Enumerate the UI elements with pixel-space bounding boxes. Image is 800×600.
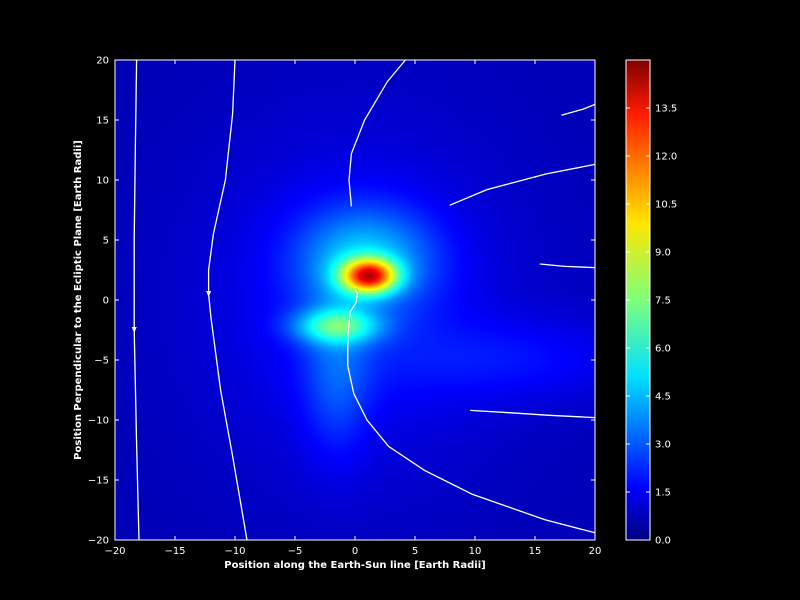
- field-line: [449, 163, 595, 206]
- y-tick-label: −5: [94, 356, 109, 367]
- colorbar-tick-label: 0.0: [655, 536, 671, 547]
- x-tick-label: −10: [224, 546, 245, 557]
- colorbar-tick-label: 1.5: [655, 488, 671, 499]
- x-tick-label: 5: [412, 546, 418, 557]
- y-axis-label: Position Perpendicular to the Ecliptic P…: [73, 140, 84, 460]
- x-tick-label: −5: [288, 546, 303, 557]
- x-tick-label: 20: [589, 546, 602, 557]
- field-line: [207, 60, 248, 540]
- x-tick-label: 0: [352, 546, 358, 557]
- heatmap-container: [115, 60, 595, 540]
- y-tick-label: 15: [96, 116, 109, 127]
- field-line: [133, 60, 140, 540]
- colorbar-tick-label: 4.5: [655, 392, 671, 403]
- y-tick-label: 5: [103, 236, 109, 247]
- y-tick-label: 10: [96, 176, 109, 187]
- y-tick-label: 20: [96, 56, 109, 67]
- x-tick-label: −15: [164, 546, 185, 557]
- y-tick-label: −10: [88, 416, 109, 427]
- field-line: [347, 289, 595, 534]
- colorbar-tick-label: 13.5: [655, 104, 677, 115]
- colorbar-tick-label: 6.0: [655, 344, 671, 355]
- field-line: [348, 60, 406, 207]
- field-line: [539, 263, 595, 269]
- plot-area: −20 −15 −10 −5 0 5 10 15 20 −20 −15 −10 −5 0 5 10 15 20: [88, 56, 601, 558]
- colorbar-tick-label: 7.5: [655, 296, 671, 307]
- x-tick-label: 10: [469, 546, 482, 557]
- field-lines: [131, 60, 595, 540]
- colorbar: 0.0 1.5 3.0 4.5 6.0 7.5 9.0 10.5 12.0 13.5: [625, 59, 677, 547]
- heatmap-image: [115, 60, 595, 540]
- field-line-arrow: [206, 291, 212, 297]
- colorbar-tick-label: 9.0: [655, 248, 671, 259]
- y-tick-label: 0: [103, 296, 109, 307]
- field-line-arrow: [131, 327, 137, 333]
- x-tick-label: −20: [104, 546, 125, 557]
- x-axis-ticks: −20 −15 −10 −5 0 5 10 15 20: [104, 60, 601, 557]
- colorbar-ticks: 0.0 1.5 3.0 4.5 6.0 7.5 9.0 10.5 12.0 13.5: [626, 104, 677, 547]
- x-axis-label: Position along the Earth-Sun line [Earth…: [224, 560, 485, 571]
- colorbar-tick-label: 3.0: [655, 440, 671, 451]
- field-line: [561, 103, 595, 116]
- y-tick-label: −20: [88, 536, 109, 547]
- colorbar-tick-label: 12.0: [655, 152, 677, 163]
- x-tick-label: 15: [529, 546, 542, 557]
- y-tick-label: −15: [88, 476, 109, 487]
- colorbar-tick-label: 10.5: [655, 200, 677, 211]
- field-line: [470, 409, 595, 419]
- y-axis-ticks: −20 −15 −10 −5 0 5 10 15 20: [88, 56, 595, 547]
